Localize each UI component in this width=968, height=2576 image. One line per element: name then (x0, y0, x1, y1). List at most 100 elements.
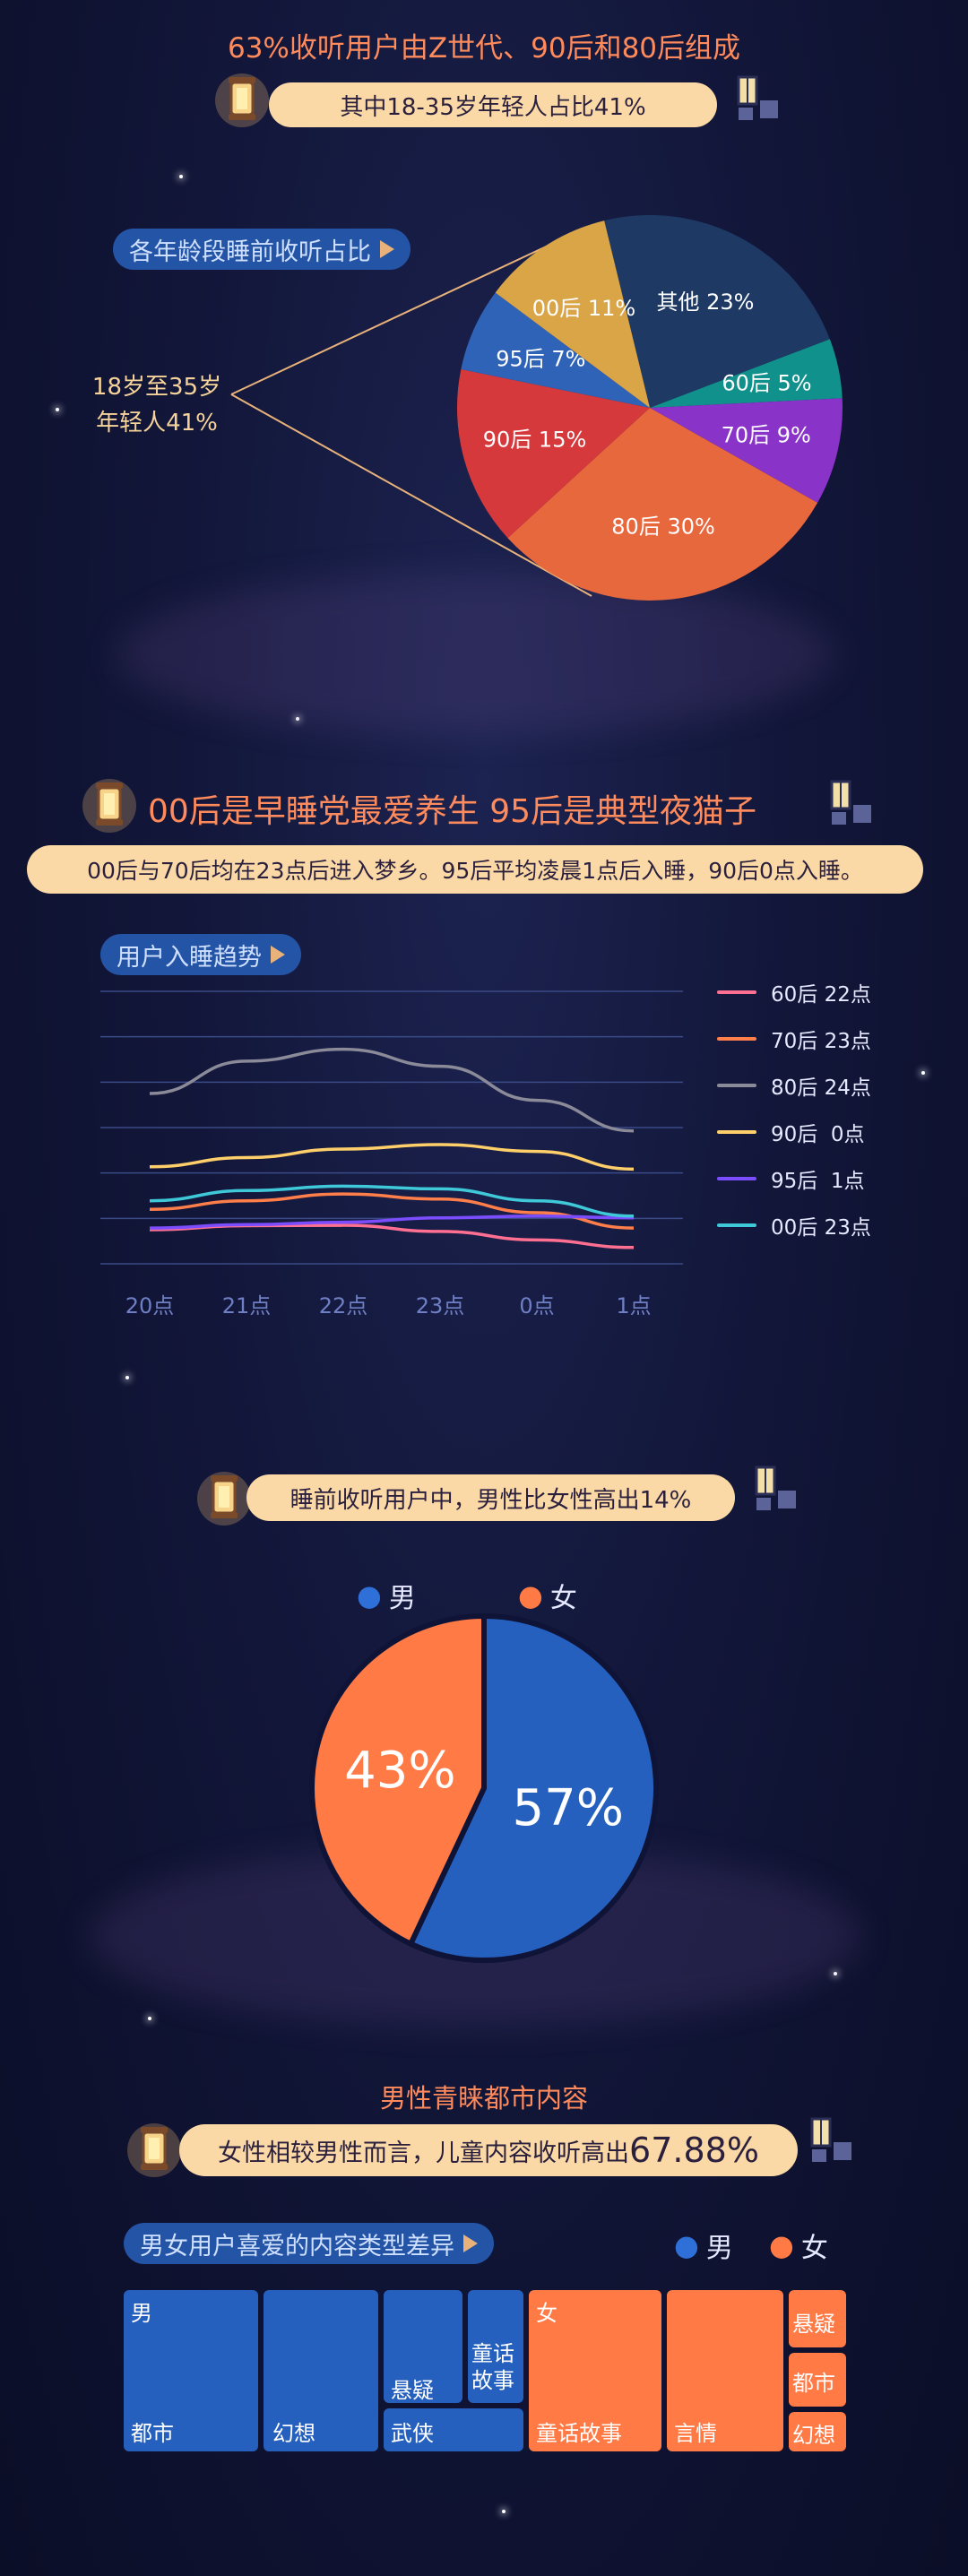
pie-slice-label: 60后 5% (722, 371, 811, 396)
star (56, 408, 59, 411)
callout-line2: 年轻人41% (96, 410, 218, 437)
pie-slice-label: 其他 23% (657, 290, 755, 315)
star (834, 1972, 837, 1975)
x-tick-label: 21点 (222, 1293, 272, 1318)
legend-swatch (717, 1037, 756, 1041)
section1-pill: 其中18-35岁年轻人占比41% (269, 82, 717, 127)
section1-headline: 63%收听用户由Z世代、90后和80后组成 (227, 32, 741, 65)
gender-pie-chart: 57% 43% (309, 1612, 659, 1963)
legend-label: 95后 1点 (771, 1170, 865, 1193)
legend-label: 70后 23点 (771, 1030, 871, 1053)
section4-tag: 男女用户喜爱的内容类型差异 (124, 2223, 494, 2264)
sleep-trend-line-chart: 20点 21点 22点 23点 0点 1点 (100, 990, 683, 1318)
pie-slice-label: 00后 11% (532, 296, 636, 321)
pie-slice (457, 369, 650, 539)
pie-slice (604, 215, 830, 408)
x-tick-label: 20点 (125, 1293, 175, 1318)
window-icon (737, 75, 778, 120)
content-type-treemap: 男 都市 幻想 悬疑 童话故事 武侠 女 童话故事 言情 悬疑 都市 幻想 (124, 2290, 846, 2451)
pie-slice (650, 339, 843, 408)
pie-slice (507, 408, 818, 601)
cloud (117, 574, 834, 735)
legend-label: 女 (800, 2233, 828, 2264)
legend-label: 女 (549, 1583, 577, 1614)
star (148, 2017, 151, 2020)
paw-icon: ● (769, 2228, 794, 2262)
pie-slice (309, 1612, 487, 1948)
series-line (149, 1192, 635, 1230)
series-line (149, 1215, 635, 1230)
treemap-cell-label: 言情 (674, 2421, 717, 2446)
legend-label: 90后 0点 (771, 1123, 865, 1146)
treemap-cell-label: 童话故事 (471, 2341, 514, 2393)
gender-legend-male: ● 男 (357, 1576, 416, 1615)
x-tick-label: 22点 (319, 1293, 368, 1318)
section4-pill: 女性相较男性而言，儿童内容收听高出 67.88% (179, 2124, 798, 2176)
legend-entry: 80后 24点 (717, 1070, 871, 1101)
series-line (149, 1184, 635, 1218)
window-icon (755, 1465, 796, 1510)
legend-entry: 60后 22点 (717, 977, 871, 1007)
tag-label: 用户入睡趋势 (117, 943, 262, 972)
paw-icon: ● (518, 1578, 543, 1612)
pie-slice-label: 57% (512, 1779, 623, 1837)
treemap-group-label: 女 (536, 2301, 557, 2326)
callout-lines (230, 241, 592, 597)
legend-entry: 00后 23点 (717, 1210, 871, 1240)
series-line (149, 1223, 635, 1249)
pie-slice (495, 220, 650, 408)
legend-swatch (717, 1223, 756, 1227)
section2-pill: 00后与70后均在23点后进入梦乡。95后平均凌晨1点后入睡，90后0点入睡。 (27, 845, 923, 894)
treemap-cell-label: 都市 (131, 2421, 174, 2446)
age-pie-chart: 其他 23% 60后 5% 70后 9% 80后 30% 90后 15% 95后 7% 00… (457, 215, 843, 601)
pie-slice (650, 398, 843, 503)
treemap-cell (384, 2290, 462, 2403)
legend-label: 男 (388, 1583, 416, 1614)
treemap-cell (667, 2290, 783, 2451)
treemap-cell-label: 幻想 (272, 2421, 315, 2446)
pie-slice-label: 90后 15% (483, 428, 587, 453)
paw-icon: ● (674, 2228, 699, 2262)
series-line (149, 1047, 635, 1133)
lantern-icon (127, 2123, 181, 2177)
callout-text: 18岁至35岁 年轻人41% (81, 369, 233, 441)
x-tick-label: 1点 (616, 1293, 651, 1318)
treemap-cell-label: 童话故事 (536, 2421, 622, 2446)
pie-slice-label: 70后 9% (722, 423, 811, 448)
section1-tag: 各年龄段睡前收听占比 (113, 229, 411, 270)
lantern-icon (215, 73, 269, 127)
series-line (149, 1143, 635, 1171)
star (921, 1071, 925, 1075)
x-tick-label: 23点 (416, 1293, 465, 1318)
section2-headline: 00后是早睡党最爱养生 95后是典型夜猫子 (148, 793, 757, 830)
star (296, 717, 299, 721)
tag-label: 男女用户喜爱的内容类型差异 (140, 2232, 454, 2260)
pill-value: 67.88% (629, 2131, 759, 2170)
pie-slice (461, 292, 650, 408)
treemap-female-block (529, 2290, 661, 2451)
legend-swatch (717, 990, 756, 994)
pill-text: 女性相较男性而言，儿童内容收听高出 (218, 2139, 630, 2167)
line-chart-legend: 60后 22点 70后 23点 80后 24点 90后 0点 95后 1点 00后 23点 (717, 977, 950, 1246)
star (179, 175, 183, 178)
play-arrow-icon (380, 240, 394, 258)
window-icon (810, 2117, 851, 2162)
pie-slice-label: 95后 7% (496, 347, 585, 372)
paw-icon: ● (357, 1578, 382, 1612)
treemap-legend-male: ● 男 (674, 2226, 733, 2265)
treemap-group-label: 男 (131, 2301, 152, 2326)
legend-label: 00后 23点 (771, 1216, 871, 1240)
pie-slice (407, 1612, 659, 1963)
treemap-legend-female: ● 女 (769, 2226, 828, 2265)
treemap-cell (468, 2290, 523, 2403)
section3-pill: 睡前收听用户中，男性比女性高出14% (246, 1474, 735, 1521)
section4-headline: 男性青睐都市内容 (379, 2083, 588, 2114)
legend-label: 60后 22点 (771, 983, 871, 1007)
treemap-cell (789, 2412, 846, 2451)
legend-label: 80后 24点 (771, 1076, 871, 1100)
legend-swatch (717, 1177, 756, 1180)
legend-swatch (717, 1084, 756, 1087)
legend-entry: 70后 23点 (717, 1024, 871, 1054)
play-arrow-icon (271, 946, 285, 964)
callout-line1: 18岁至35岁 (91, 374, 222, 401)
